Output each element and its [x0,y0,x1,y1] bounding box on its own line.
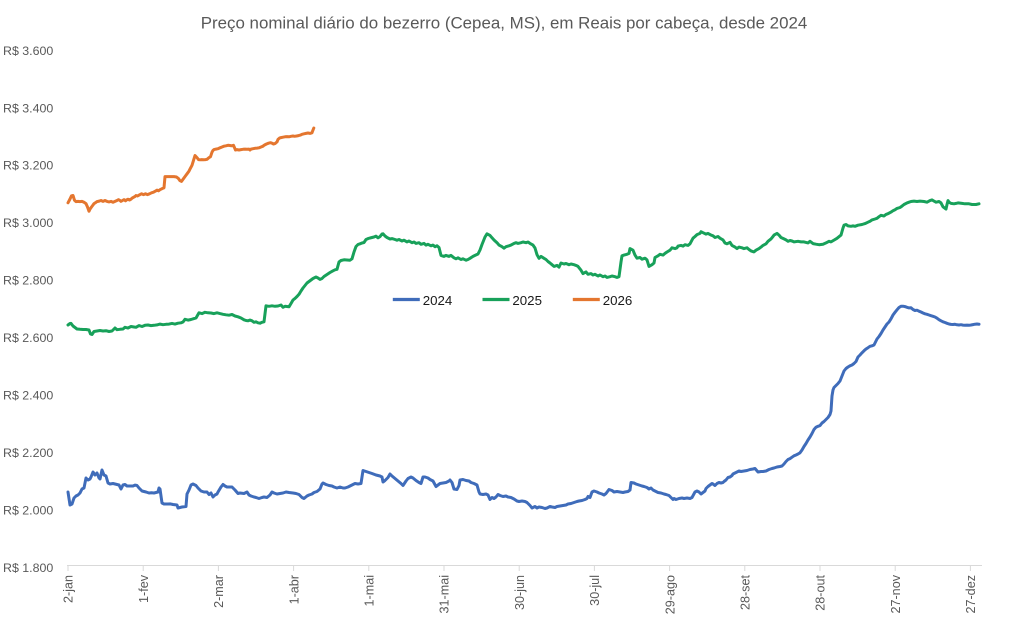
svg-text:R$ 3.200: R$ 3.200 [3,159,53,173]
svg-text:Preço nominal diário do bezerr: Preço nominal diário do bezerro (Cepea, … [201,14,808,33]
svg-text:29-ago: 29-ago [663,575,677,614]
svg-text:2026: 2026 [603,293,633,308]
svg-text:R$ 3.600: R$ 3.600 [3,44,53,58]
svg-text:R$ 2.800: R$ 2.800 [3,274,53,288]
svg-text:R$ 3.000: R$ 3.000 [3,216,53,230]
svg-text:2-jan: 2-jan [62,575,76,603]
svg-text:30-jul: 30-jul [588,575,602,606]
svg-text:2-mar: 2-mar [212,575,226,608]
svg-text:R$ 3.400: R$ 3.400 [3,101,53,115]
svg-text:1-abr: 1-abr [287,575,301,604]
svg-text:31-mai: 31-mai [438,575,452,614]
svg-text:27-nov: 27-nov [889,574,903,613]
svg-text:2024: 2024 [423,293,453,308]
svg-text:28-out: 28-out [814,575,828,611]
svg-text:2025: 2025 [512,293,542,308]
svg-text:R$ 2.600: R$ 2.600 [3,331,53,345]
svg-text:R$ 1.800: R$ 1.800 [3,561,53,575]
svg-text:R$ 2.400: R$ 2.400 [3,389,53,403]
svg-text:1-mai: 1-mai [363,575,377,607]
svg-text:R$ 2.000: R$ 2.000 [3,503,53,517]
svg-text:27-dez: 27-dez [964,575,978,614]
svg-text:28-set: 28-set [739,575,753,611]
svg-text:R$ 2.200: R$ 2.200 [3,446,53,460]
svg-text:1-fev: 1-fev [137,574,151,603]
svg-text:30-jun: 30-jun [513,575,527,610]
